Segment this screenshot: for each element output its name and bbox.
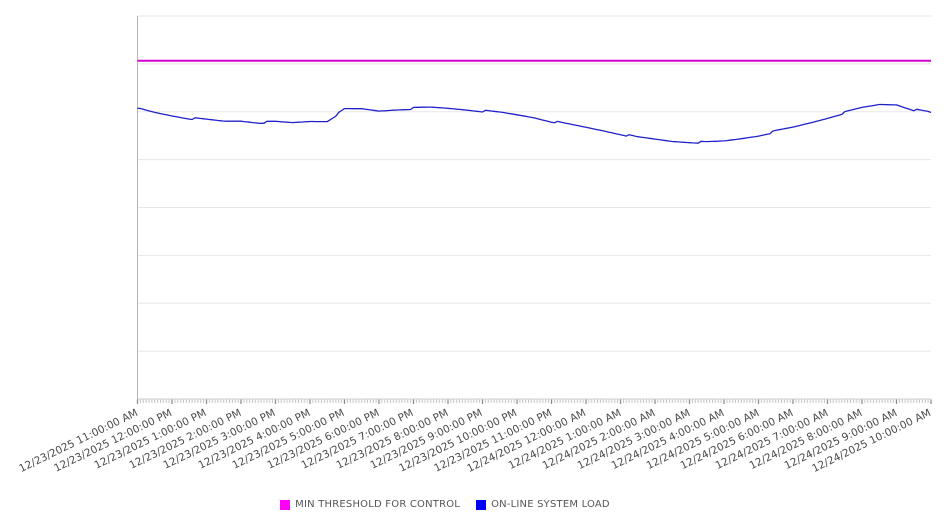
- legend-label-min-threshold: MIN THRESHOLD FOR CONTROL: [295, 499, 461, 510]
- legend-swatch-magenta: [280, 499, 291, 510]
- legend-swatch-blue: [476, 499, 487, 510]
- legend-label-system-load: ON-LINE SYSTEM LOAD: [491, 499, 610, 510]
- chart-legend: MIN THRESHOLD FOR CONTROL ON-LINE SYSTEM…: [0, 499, 918, 510]
- legend-item-system-load[interactable]: ON-LINE SYSTEM LOAD: [476, 499, 610, 510]
- series-online-system-load: [137, 103, 932, 144]
- legend-item-min-threshold[interactable]: MIN THRESHOLD FOR CONTROL: [280, 499, 460, 510]
